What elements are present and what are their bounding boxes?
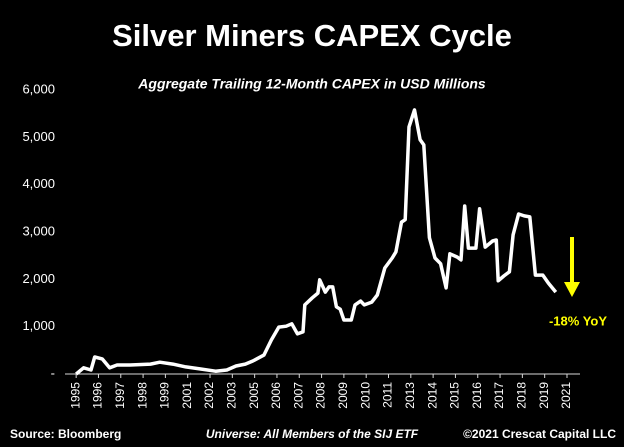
x-tick-label: 1995 (68, 382, 82, 409)
x-tick-label: 2011 (381, 382, 395, 408)
x-tick-label: 1997 (113, 382, 127, 409)
y-tick-label: 6,000 (22, 81, 55, 96)
x-tick-label: 2014 (425, 382, 439, 409)
x-tick-label: 2008 (314, 382, 328, 409)
x-tick-label: 2005 (247, 382, 261, 409)
x-tick-label: 2016 (470, 382, 484, 409)
annotation: -18% YoY (549, 313, 607, 328)
arrow (564, 237, 580, 297)
x-tick-label: 2009 (336, 382, 350, 409)
chart-title: Silver Miners CAPEX Cycle (112, 18, 512, 53)
y-tick-label: 5,000 (22, 129, 55, 144)
x-tick-label: 2003 (225, 382, 239, 409)
x-tick-label: 2006 (269, 382, 283, 409)
x-tick-label: 2001 (180, 382, 194, 409)
arrow-head (564, 282, 580, 297)
y-tick-label: - (51, 365, 55, 380)
x-tick-label: 1996 (91, 382, 105, 409)
footer-universe: Universe: All Members of the SIJ ETF (206, 427, 419, 441)
footer-source: Source: Bloomberg (10, 427, 121, 441)
x-tick-label: 1999 (158, 382, 172, 409)
chart-subtitle: Aggregate Trailing 12-Month CAPEX in USD… (137, 76, 486, 92)
data-line (75, 108, 558, 376)
x-tick-label: 2007 (291, 382, 305, 409)
y-tick-label: 2,000 (22, 271, 55, 286)
y-tick-label: 4,000 (22, 176, 55, 191)
x-tick-label: 2013 (403, 382, 417, 409)
x-tick-label: 2017 (492, 382, 506, 409)
x-tick-label: 2010 (358, 382, 372, 409)
x-tick-label: 2002 (202, 382, 216, 409)
x-tick-label: 2021 (559, 382, 573, 409)
x-tick-label: 1998 (135, 382, 149, 409)
y-tick-label: 1,000 (22, 318, 55, 333)
x-tick-label: 2018 (515, 382, 529, 409)
y-tick-label: 3,000 (22, 223, 55, 238)
footer-copyright: ©2021 Crescat Capital LLC (463, 427, 616, 441)
x-tick-label: 2019 (537, 382, 551, 409)
x-tick-label: 2015 (448, 382, 462, 409)
